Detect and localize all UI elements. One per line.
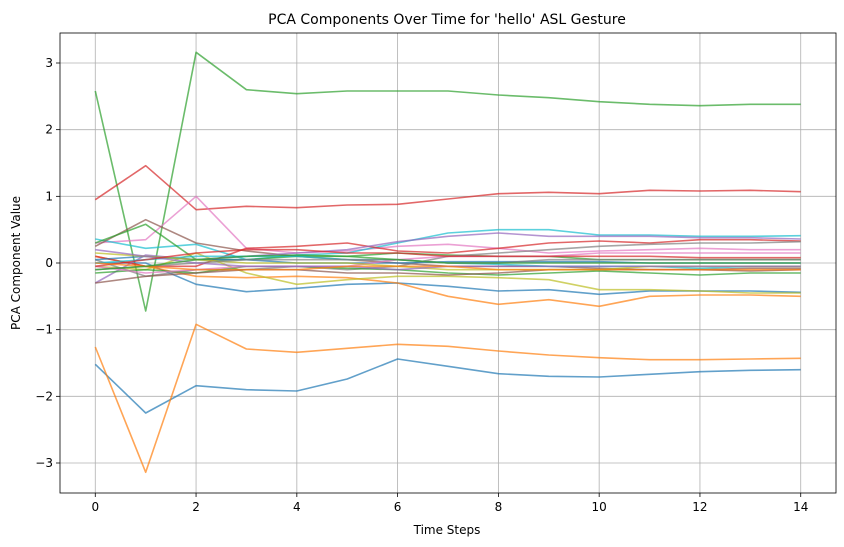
series-line-15 xyxy=(95,265,801,276)
x-tick-label: 10 xyxy=(592,500,607,514)
series-line-6 xyxy=(95,228,801,261)
x-tick-label: 14 xyxy=(793,500,808,514)
series-line-4 xyxy=(94,323,801,474)
x-tick-label: 2 xyxy=(192,500,200,514)
y-axis-label: PCA Component Value xyxy=(9,196,23,330)
x-axis-label: Time Steps xyxy=(413,523,481,537)
y-tick-label: 2 xyxy=(45,123,53,137)
series-line-2 xyxy=(94,164,801,211)
x-tick-label: 8 xyxy=(495,500,503,514)
series-line-1 xyxy=(94,51,801,312)
x-tick-label: 0 xyxy=(91,500,99,514)
chart-title: PCA Components Over Time for 'hello' ASL… xyxy=(268,12,626,28)
series-line-3 xyxy=(94,358,801,414)
x-tick-label: 4 xyxy=(293,500,301,514)
y-tick-label: 1 xyxy=(45,189,53,203)
y-tick-label: −2 xyxy=(35,389,53,403)
x-tick-label: 6 xyxy=(394,500,402,514)
y-tick-label: −1 xyxy=(35,323,53,337)
series-line-25 xyxy=(95,254,801,271)
y-tick-label: 3 xyxy=(45,56,53,70)
series-lines xyxy=(94,51,801,474)
series-line-23 xyxy=(95,248,801,268)
x-tick-label: 12 xyxy=(692,500,707,514)
series-line-10 xyxy=(95,255,801,308)
series-line-5 xyxy=(95,195,801,254)
y-tick-label: −3 xyxy=(35,456,53,470)
y-tick-label: 0 xyxy=(45,256,53,270)
series-line-24 xyxy=(95,262,801,271)
